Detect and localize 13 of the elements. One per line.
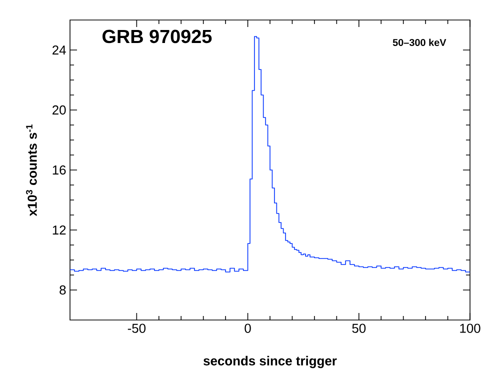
x-tick-label: 50 bbox=[352, 324, 366, 333]
y-axis-title: x10$^{3}$ counts s$^{-1}$ bbox=[26, 124, 37, 216]
y-tick-label: 12 bbox=[52, 225, 66, 235]
x-tick-label: -50 bbox=[128, 324, 146, 333]
annotation: 50–300 keV bbox=[392, 38, 446, 46]
y-tick-label: 8 bbox=[60, 285, 66, 295]
x-tick-label: 0 bbox=[244, 324, 251, 333]
chart-title: GRB 970925 bbox=[102, 30, 212, 44]
y-tick-label: 16 bbox=[52, 165, 66, 175]
y-tick-label: 24 bbox=[52, 45, 66, 55]
y-tick-label: 20 bbox=[52, 105, 66, 115]
x-axis-title: seconds since trigger bbox=[204, 356, 337, 368]
x-tick-label: 100 bbox=[460, 324, 480, 333]
